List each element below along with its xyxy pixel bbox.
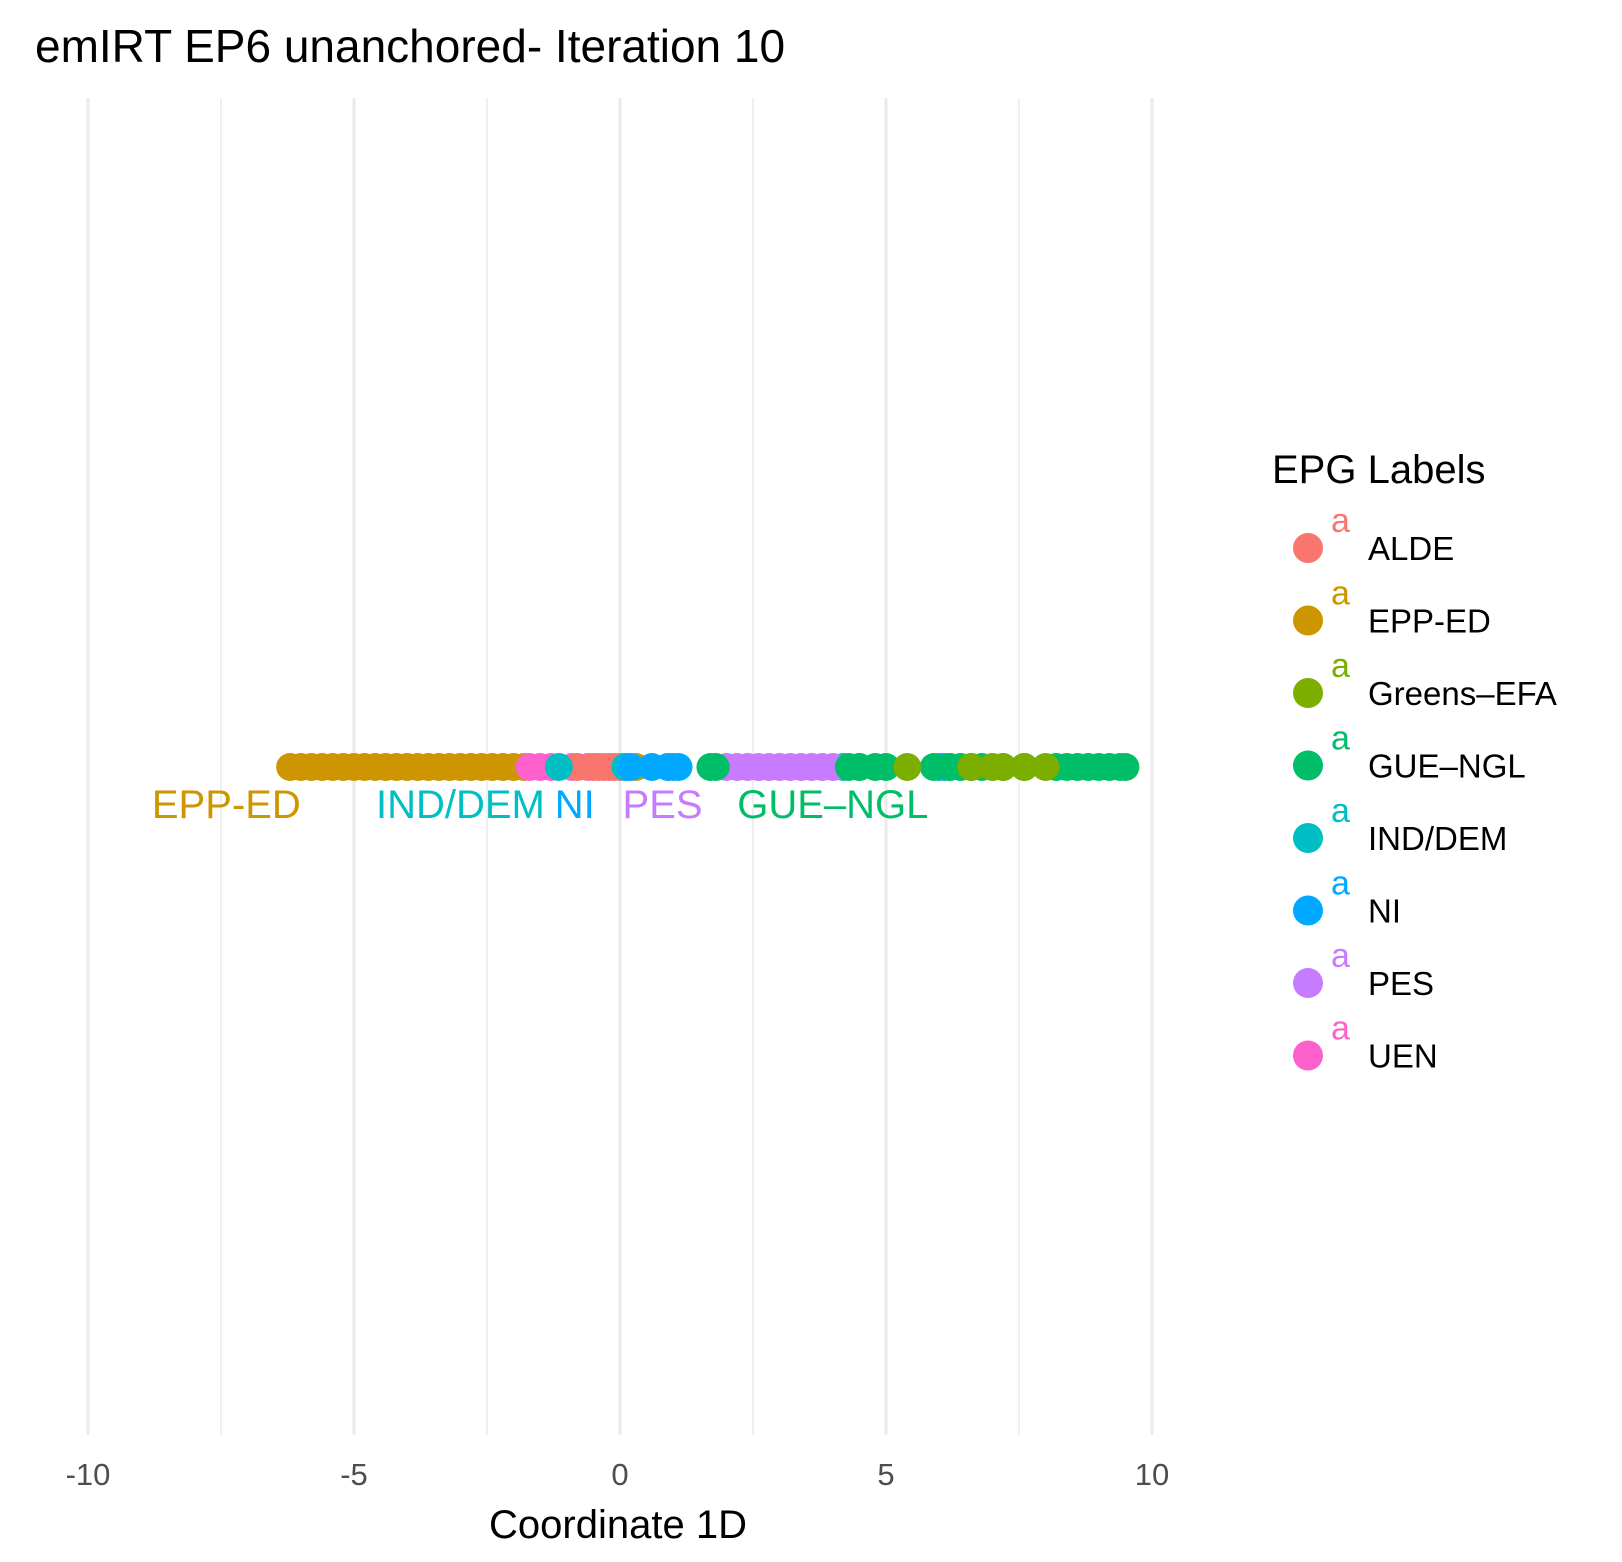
legend-item: a PES (1293, 937, 1434, 1002)
x-tick-label: 5 (877, 1457, 894, 1492)
chart-title: emIRT EP6 unanchored- Iteration 10 (35, 20, 785, 72)
legend-swatch (1293, 968, 1323, 998)
legend-title: EPG Labels (1272, 448, 1485, 492)
group-annotation: NI (555, 783, 595, 827)
legend-key-glyph: a (1331, 865, 1350, 903)
data-point (544, 753, 573, 781)
legend-label: ALDE (1368, 530, 1454, 567)
group-annotation: IND/DEM (376, 783, 545, 827)
legend-swatch (1293, 678, 1323, 708)
legend-item: a Greens–EFA (1293, 647, 1557, 712)
x-tick-label: -10 (66, 1457, 111, 1492)
data-point (1010, 753, 1039, 781)
legend-label: Greens–EFA (1368, 675, 1557, 712)
x-tick-label: 0 (611, 1457, 628, 1492)
legend-item: a UEN (1293, 1010, 1438, 1075)
group-annotations: EPP-ED IND/DEM NI PES GUE–NGL (152, 783, 929, 827)
legend-label: PES (1368, 965, 1434, 1002)
legend-key-glyph: a (1331, 1010, 1350, 1048)
legend-item: a GUE–NGL (1293, 720, 1526, 785)
data-point (664, 753, 693, 781)
legend-swatch (1293, 750, 1323, 781)
group-annotation: EPP-ED (152, 783, 301, 827)
legend-key-glyph: a (1331, 720, 1350, 758)
legend-key-glyph: a (1331, 502, 1350, 540)
series-Greens–EFA (893, 753, 1060, 781)
legend-swatch (1293, 605, 1323, 636)
legend-swatch (1293, 1040, 1323, 1071)
x-tick-labels: -10 -5 0 5 10 (66, 1457, 1170, 1492)
legend-swatch (1293, 533, 1323, 563)
x-axis-label: Coordinate 1D (489, 1503, 747, 1547)
legend-item: a NI (1293, 865, 1401, 930)
group-annotation: PES (623, 783, 703, 827)
legend-items: aALDEaEPP-EDaGreens–EFAaGUE–NGLaIND/DEMa… (1293, 502, 1557, 1075)
legend-label: GUE–NGL (1368, 748, 1526, 785)
data-point (989, 753, 1018, 781)
legend-label: UEN (1368, 1038, 1438, 1075)
data-point (1111, 753, 1140, 781)
legend-swatch (1293, 895, 1323, 926)
legend-key-glyph: a (1331, 792, 1350, 830)
legend-key-glyph: a (1331, 575, 1350, 613)
data-point (1031, 753, 1060, 781)
data-points (276, 753, 1140, 781)
legend-item: a ALDE (1293, 502, 1454, 567)
series-PES (712, 753, 847, 781)
legend-item: a EPP-ED (1293, 575, 1491, 640)
x-tick-label: -5 (340, 1457, 368, 1492)
legend-key-glyph: a (1331, 647, 1350, 685)
legend-label: EPP-ED (1368, 603, 1491, 640)
legend-item: a IND/DEM (1293, 792, 1507, 857)
series-EPP-ED (276, 753, 650, 781)
data-point (872, 753, 900, 781)
data-point (701, 753, 730, 781)
x-tick-label: 10 (1135, 1457, 1169, 1492)
legend-label: NI (1368, 893, 1401, 930)
data-point (893, 753, 922, 781)
legend-swatch (1293, 823, 1323, 853)
data-point (616, 753, 645, 781)
group-annotation: GUE–NGL (737, 783, 928, 827)
legend-key-glyph: a (1331, 937, 1350, 975)
legend: EPG Labels a ALDE a EPP-ED a Greens–EFA a GUE–N… (1272, 448, 1557, 1075)
legend-label: IND/DEM (1368, 820, 1507, 857)
data-point (957, 753, 986, 781)
